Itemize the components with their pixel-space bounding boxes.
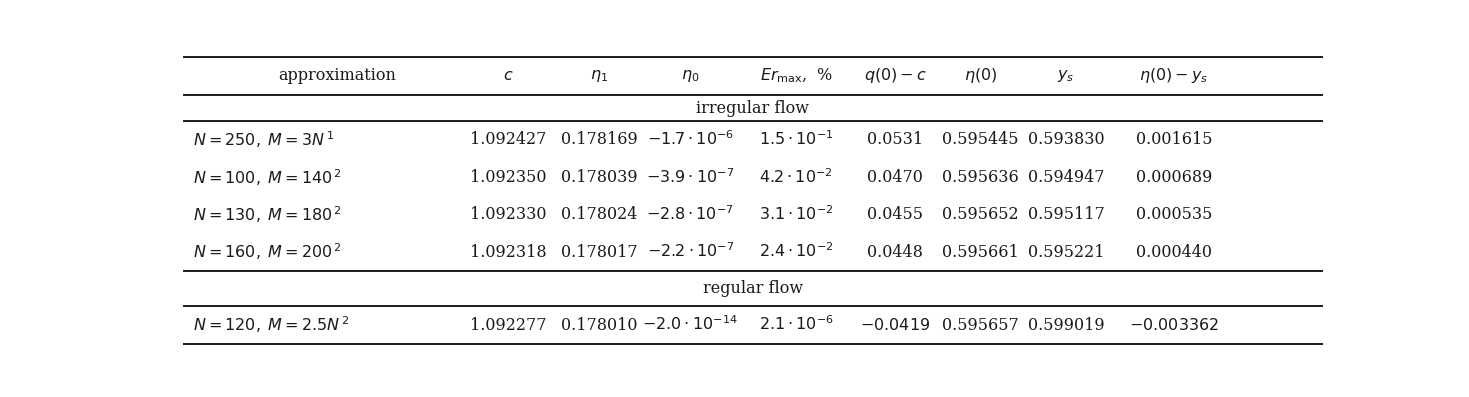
Text: approximation: approximation <box>279 67 397 85</box>
Text: $N = 160,\;  M = 200^{\,2}$: $N = 160,\; M = 200^{\,2}$ <box>192 242 341 262</box>
Text: 0.0455: 0.0455 <box>867 206 923 223</box>
Text: 0.595221: 0.595221 <box>1028 244 1105 260</box>
Text: 1.092350: 1.092350 <box>470 169 546 186</box>
Text: $-0.0419$: $-0.0419$ <box>859 316 930 333</box>
Text: 0.0448: 0.0448 <box>867 244 923 260</box>
Text: $-2.2\cdot 10^{-7}$: $-2.2\cdot 10^{-7}$ <box>646 243 734 261</box>
Text: $y_s$: $y_s$ <box>1058 67 1075 85</box>
Text: 1.092318: 1.092318 <box>470 244 546 260</box>
Text: $3.1\cdot 10^{-2}$: $3.1\cdot 10^{-2}$ <box>759 205 833 224</box>
Text: 0.178017: 0.178017 <box>561 244 638 260</box>
Text: 0.595652: 0.595652 <box>942 206 1019 223</box>
Text: $Er_{\mathrm{max}}$,  %: $Er_{\mathrm{max}}$, % <box>759 67 833 85</box>
Text: 0.599019: 0.599019 <box>1028 316 1105 333</box>
Text: 0.001615: 0.001615 <box>1136 131 1212 148</box>
Text: 0.594947: 0.594947 <box>1028 169 1105 186</box>
Text: $-3.9\cdot 10^{-7}$: $-3.9\cdot 10^{-7}$ <box>646 168 734 187</box>
Text: 0.593830: 0.593830 <box>1028 131 1105 148</box>
Text: $N = 100,\;  M = 140^{\,2}$: $N = 100,\; M = 140^{\,2}$ <box>192 167 341 187</box>
Text: 0.595445: 0.595445 <box>942 131 1019 148</box>
Text: $N = 120,\;  M = 2.5N^{\,2}$: $N = 120,\; M = 2.5N^{\,2}$ <box>192 315 350 335</box>
Text: $\eta_1$: $\eta_1$ <box>591 67 608 85</box>
Text: $-2.0\cdot 10^{-14}$: $-2.0\cdot 10^{-14}$ <box>642 316 737 334</box>
Text: $2.1\cdot 10^{-6}$: $2.1\cdot 10^{-6}$ <box>758 316 833 334</box>
Text: $N = 130,\;  M = 180^{\,2}$: $N = 130,\; M = 180^{\,2}$ <box>192 204 341 225</box>
Text: $-1.7\cdot 10^{-6}$: $-1.7\cdot 10^{-6}$ <box>646 130 734 149</box>
Text: irregular flow: irregular flow <box>696 100 809 116</box>
Text: $1.5\cdot 10^{-1}$: $1.5\cdot 10^{-1}$ <box>759 130 833 149</box>
Text: $\eta(0)$: $\eta(0)$ <box>964 66 997 85</box>
Text: $-2.8\cdot 10^{-7}$: $-2.8\cdot 10^{-7}$ <box>646 205 734 224</box>
Text: 0.000535: 0.000535 <box>1136 206 1212 223</box>
Text: 0.595636: 0.595636 <box>942 169 1019 186</box>
Text: $q(0)-c$: $q(0)-c$ <box>864 66 927 85</box>
Text: 1.092277: 1.092277 <box>470 316 546 333</box>
Text: 0.0531: 0.0531 <box>867 131 923 148</box>
Text: 0.595117: 0.595117 <box>1028 206 1105 223</box>
Text: $N = 250,\;  M = 3N^{\,1}$: $N = 250,\; M = 3N^{\,1}$ <box>192 129 333 150</box>
Text: $4.2\cdot 10^{-2}$: $4.2\cdot 10^{-2}$ <box>759 168 833 187</box>
Text: 0.000689: 0.000689 <box>1136 169 1212 186</box>
Text: 1.092427: 1.092427 <box>470 131 546 148</box>
Text: $c$: $c$ <box>502 67 513 85</box>
Text: $-0.003362$: $-0.003362$ <box>1130 316 1219 333</box>
Text: regular flow: regular flow <box>702 280 804 297</box>
Text: $2.4\cdot 10^{-2}$: $2.4\cdot 10^{-2}$ <box>759 243 833 261</box>
Text: 1.092330: 1.092330 <box>470 206 546 223</box>
Text: 0.178039: 0.178039 <box>561 169 638 186</box>
Text: 0.595661: 0.595661 <box>942 244 1019 260</box>
Text: 0.595657: 0.595657 <box>942 316 1019 333</box>
Text: 0.178010: 0.178010 <box>561 316 638 333</box>
Text: 0.0470: 0.0470 <box>867 169 923 186</box>
Text: 0.178169: 0.178169 <box>561 131 638 148</box>
Text: 0.000440: 0.000440 <box>1136 244 1212 260</box>
Text: $\eta_0$: $\eta_0$ <box>682 67 699 85</box>
Text: $\eta(0)-y_s$: $\eta(0)-y_s$ <box>1140 66 1209 85</box>
Text: 0.178024: 0.178024 <box>561 206 638 223</box>
